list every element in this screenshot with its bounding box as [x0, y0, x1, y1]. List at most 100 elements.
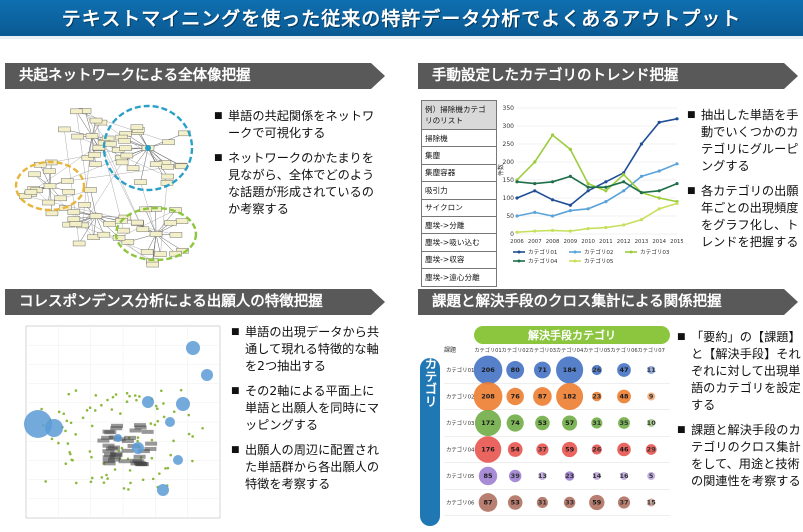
word-label-mark	[135, 462, 148, 467]
applicant-bubble	[165, 417, 175, 427]
table-header: 例）掃除機カテゴリのリスト	[421, 100, 497, 130]
bubble	[556, 356, 584, 384]
data-point	[639, 191, 644, 195]
legend-label: カテゴリ01	[528, 248, 558, 256]
word-label-mark	[102, 455, 115, 460]
bubble	[591, 417, 603, 429]
word-point	[117, 449, 121, 452]
applicant-bubble	[157, 484, 169, 496]
word-point	[201, 426, 204, 430]
word-point	[187, 432, 191, 436]
network-node	[134, 179, 147, 185]
network-edge	[145, 209, 157, 235]
network-edge	[155, 233, 161, 255]
correspondence-scatter-plot	[24, 325, 221, 519]
corner-label: 課題	[444, 346, 456, 354]
network-node	[85, 133, 99, 139]
row-label: カテゴリ06	[446, 499, 475, 507]
word-label-mark	[121, 439, 134, 444]
word-point	[67, 392, 71, 396]
bubble-value: 29	[647, 446, 657, 454]
word-point	[156, 419, 160, 423]
word-point	[90, 476, 94, 480]
bubble-value: 87	[538, 393, 547, 401]
series-line	[516, 163, 678, 217]
bubble	[507, 495, 523, 510]
word-point	[160, 389, 163, 393]
legend-marker	[517, 250, 521, 254]
bubble	[474, 409, 502, 437]
bubble-value: 47	[619, 366, 628, 374]
applicant-bubble	[114, 434, 122, 442]
network-node	[115, 159, 129, 166]
network-node	[69, 221, 83, 227]
data-point	[657, 196, 661, 200]
column-label: カテゴリ06	[610, 346, 637, 354]
network-edge	[140, 147, 149, 183]
word-point	[155, 407, 159, 411]
word-point	[94, 394, 98, 397]
bullets-network: ■ 単語の共起関係をネットワークで可視化する ■ ネットワークのかたまりを見ながら、…	[214, 108, 386, 226]
bubble-value: 206	[481, 366, 495, 374]
word-label-mark	[102, 429, 115, 434]
word-point	[125, 391, 129, 395]
network-node	[126, 165, 140, 171]
word-point	[71, 458, 74, 462]
network-edge	[82, 162, 123, 226]
bubble	[536, 496, 548, 509]
bubble	[536, 443, 549, 456]
word-point	[74, 389, 78, 392]
network-node	[43, 183, 57, 189]
x-tick-label: 2012	[617, 239, 631, 245]
network-node	[89, 117, 103, 124]
series-line	[516, 175, 678, 194]
word-label-mark	[129, 428, 142, 433]
data-point	[550, 214, 555, 218]
network-edge	[49, 185, 53, 214]
word-point	[122, 487, 126, 490]
network-edge	[84, 110, 93, 137]
bubble-value: 53	[511, 499, 520, 507]
network-node	[149, 161, 163, 168]
legend-label: カテゴリ03	[640, 248, 670, 256]
data-point	[639, 174, 644, 178]
word-label-mark	[121, 448, 134, 453]
bubble-value: 33	[565, 499, 574, 507]
column-header-banner	[474, 326, 670, 344]
bubble-value: 71	[538, 366, 548, 374]
word-point	[187, 413, 191, 417]
bubble-value: 26	[592, 446, 602, 454]
word-label-mark	[110, 426, 123, 431]
network-node	[161, 173, 174, 180]
table-cell: 集塵容器	[421, 163, 497, 183]
data-point	[604, 180, 608, 184]
bullets-trend: ■ 抽出した単語を手動でいくつかのカテゴリにグルーピングする ■ 各カテゴリの出願年…	[687, 107, 799, 259]
bubble	[535, 415, 550, 431]
bubble	[538, 472, 547, 480]
network-node	[81, 155, 95, 161]
word-point	[40, 407, 43, 411]
network-node	[104, 141, 117, 147]
network-node	[72, 240, 86, 247]
word-point	[125, 400, 129, 403]
bubble-value: 39	[511, 472, 521, 480]
bubble	[617, 496, 631, 509]
bubble-value: 80	[511, 366, 521, 374]
bullet-item: ■ 抽出した単語を手動でいくつかのカテゴリにグルーピングする	[687, 108, 799, 173]
network-node	[89, 213, 103, 219]
bullet-item: ■ 出願人の周辺に配置された単語群から各出願人の特徴を考察する	[231, 443, 380, 491]
word-point	[154, 404, 158, 408]
x-tick-label: 2015	[670, 239, 683, 245]
word-point	[50, 437, 54, 441]
word-point	[74, 433, 77, 436]
x-tick-label: 2014	[652, 239, 666, 245]
bubble-value: 37	[619, 499, 628, 507]
word-point	[119, 412, 122, 415]
section-header-crosstab: 課題と解決手段のクロス集計による関係把握	[418, 289, 798, 315]
word-point	[113, 468, 117, 471]
legend-marker	[573, 250, 577, 254]
network-node	[130, 124, 144, 130]
word-point	[153, 423, 157, 427]
bullet-item: ■ その2軸による平面上に単語と出願人を同時にマッピングする	[231, 384, 380, 432]
